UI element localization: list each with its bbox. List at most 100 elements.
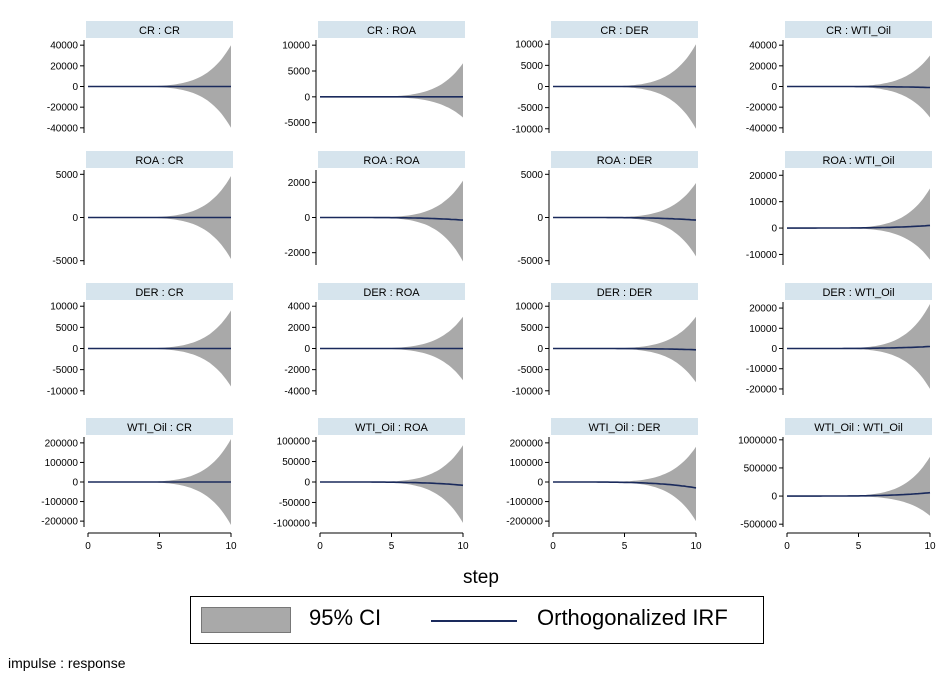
y-tick-label: 0 <box>72 344 78 355</box>
legend-ci-label: 95% CI <box>309 605 382 630</box>
y-tick-label: 10000 <box>282 41 310 52</box>
y-tick-label: 0 <box>537 344 543 355</box>
y-tick-label: -10000 <box>746 364 778 375</box>
panel-title: ROA : CR <box>135 155 183 167</box>
panel-title-bar <box>318 283 465 300</box>
ci-band <box>787 456 930 516</box>
y-tick-label: 100000 <box>45 458 79 469</box>
irf-panel: CR : WTI_Oil 40000 20000 0 -20000 -40000 <box>746 21 932 134</box>
y-tick-label: 0 <box>304 92 310 103</box>
y-tick-label: 4000 <box>288 302 311 313</box>
panel-title: ROA : DER <box>597 155 653 167</box>
panel-title-bar <box>318 151 465 168</box>
irf-panel: CR : CR 40000 20000 0 -20000 -40000 <box>47 21 233 134</box>
y-tick-label: 50000 <box>282 457 310 468</box>
ci-band <box>553 446 696 522</box>
panel-title-bar <box>785 283 932 300</box>
irf-panel: DER : DER 10000 5000 0 -5000 -10000 <box>512 283 698 397</box>
irf-panel: ROA : WTI_Oil 20000 10000 0 -10000 <box>746 151 932 265</box>
y-tick-label: 2000 <box>288 323 311 334</box>
irf-line <box>787 224 931 229</box>
footnote: impulse : response <box>8 655 126 671</box>
x-tick-label: 10 <box>690 541 702 552</box>
y-tick-label: 5000 <box>56 323 79 334</box>
y-tick-label: 40000 <box>50 41 78 52</box>
x-tick-label: 5 <box>856 541 862 552</box>
y-tick-label: -2000 <box>284 365 310 376</box>
y-tick-label: -2000 <box>284 248 310 259</box>
y-tick-label: -5000 <box>52 256 78 267</box>
panel-title: WTI_Oil : CR <box>127 422 192 434</box>
panel-title: WTI_Oil : WTI_Oil <box>814 422 903 434</box>
y-tick-label: -20000 <box>47 103 79 114</box>
irf-panel: ROA : CR 5000 0 -5000 <box>52 151 233 267</box>
y-tick-label: 20000 <box>749 171 777 182</box>
irf-line <box>787 491 931 497</box>
x-tick-label: 0 <box>550 541 556 552</box>
panel-title-bar <box>318 21 465 38</box>
y-tick-label: -4000 <box>284 386 310 397</box>
y-tick-label: 10000 <box>749 324 777 335</box>
y-tick-label: -10000 <box>512 386 544 397</box>
legend-irf-label: Orthogonalized IRF <box>537 605 728 630</box>
y-tick-label: 0 <box>304 213 310 224</box>
y-tick-label: 0 <box>72 82 78 93</box>
y-tick-label: -10000 <box>512 124 544 135</box>
y-tick-label: 0 <box>304 344 310 355</box>
panel-title: DER : DER <box>597 287 653 299</box>
y-tick-label: 5000 <box>521 170 544 181</box>
panel-title: ROA : WTI_Oil <box>822 155 894 167</box>
ci-band <box>553 183 696 257</box>
panel-title-bar <box>551 151 698 168</box>
irf-line <box>320 481 464 487</box>
y-tick-label: 0 <box>537 213 543 224</box>
panel-title: CR : ROA <box>367 25 417 37</box>
y-tick-label: -10000 <box>47 386 79 397</box>
panel-title-bar <box>785 151 932 168</box>
y-tick-label: -10000 <box>746 250 778 261</box>
irf-line <box>553 216 697 221</box>
panel-title: DER : ROA <box>363 287 420 299</box>
y-tick-label: 200000 <box>45 438 79 449</box>
irf-panel: ROA : ROA 2000 0 -2000 <box>284 151 465 265</box>
x-tick-label: 10 <box>924 541 936 552</box>
panel-title-bar <box>86 21 233 38</box>
y-tick-label: 10000 <box>50 302 78 313</box>
irf-line <box>553 481 697 489</box>
y-tick-label: 100000 <box>277 437 311 448</box>
x-tick-label: 10 <box>457 541 469 552</box>
irf-panel: WTI_Oil : DER 200000 100000 0 -100000 -200000… <box>506 418 702 552</box>
irf-line <box>553 347 697 351</box>
panel-title-bar <box>551 418 698 435</box>
legend-irf-swatch <box>431 620 517 622</box>
y-tick-label: 0 <box>72 213 78 224</box>
irf-panel: WTI_Oil : WTI_Oil 1000000 500000 0 -500000 0 5… <box>738 418 936 552</box>
panel-title-bar <box>785 21 932 38</box>
y-tick-label: -200000 <box>41 517 78 528</box>
irf-panel: DER : ROA 4000 2000 0 -2000 -4000 <box>284 283 465 397</box>
panel-title-bar <box>86 418 233 435</box>
y-tick-label: -5000 <box>284 118 310 129</box>
irf-panel: CR : ROA 10000 5000 0 -5000 <box>282 21 465 133</box>
ci-band <box>320 180 463 262</box>
y-tick-label: -200000 <box>506 517 543 528</box>
y-tick-label: 20000 <box>749 61 777 72</box>
y-tick-label: 0 <box>771 492 777 503</box>
y-tick-label: 200000 <box>510 438 544 449</box>
y-tick-label: 40000 <box>749 41 777 52</box>
x-tick-label: 5 <box>157 541 163 552</box>
x-tick-label: 0 <box>784 541 790 552</box>
panel-title: CR : DER <box>600 25 648 37</box>
y-tick-label: -40000 <box>746 123 778 134</box>
y-tick-label: 0 <box>771 82 777 93</box>
irf-panel: CR : DER 10000 5000 0 -5000 -10000 <box>512 21 698 135</box>
panel-title-bar <box>86 283 233 300</box>
y-tick-label: -5000 <box>52 365 78 376</box>
panel-title-bar <box>551 283 698 300</box>
x-tick-label: 5 <box>389 541 395 552</box>
y-tick-label: 0 <box>771 344 777 355</box>
y-tick-label: 2000 <box>288 178 311 189</box>
ci-band <box>787 188 930 260</box>
